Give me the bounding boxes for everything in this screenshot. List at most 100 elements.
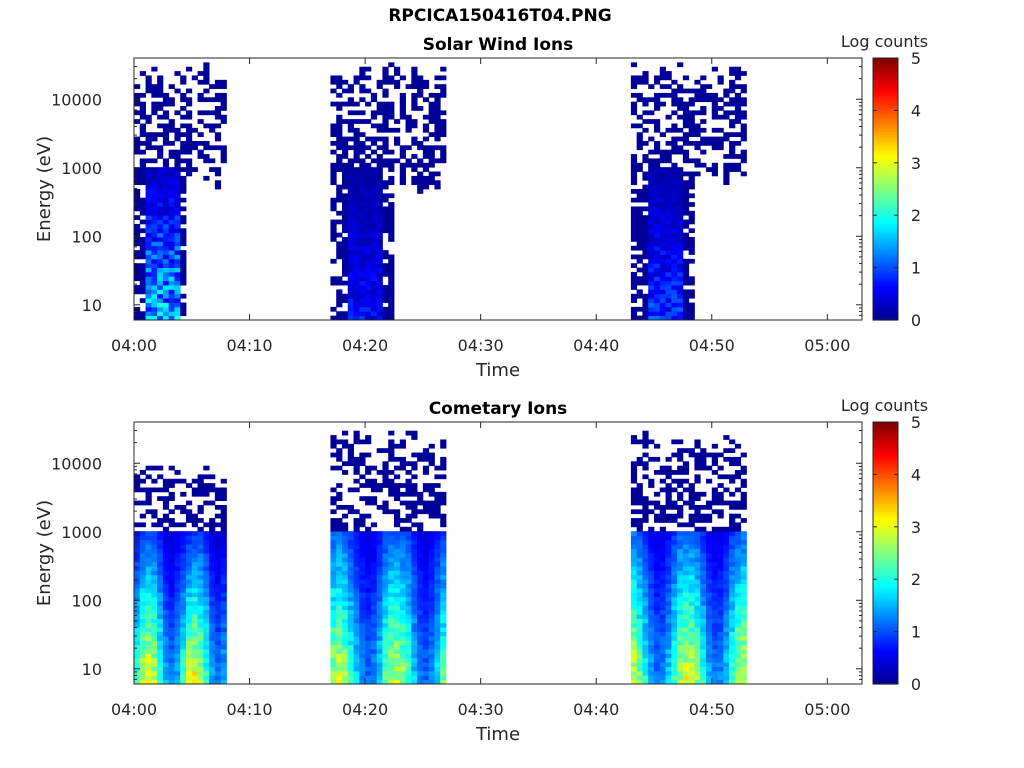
heatmap-cell	[214, 618, 222, 624]
heatmap-cell	[428, 587, 435, 593]
heatmap-cell	[145, 601, 152, 606]
heatmap-cell	[411, 601, 418, 606]
heatmap-cell	[682, 531, 690, 536]
heatmap-cell	[659, 223, 666, 229]
colorbar-swatch	[873, 113, 898, 117]
heatmap-cell	[134, 171, 141, 177]
heatmap-cell	[388, 644, 395, 650]
heatmap-cell	[376, 662, 383, 667]
heatmap-cell	[434, 548, 441, 554]
heatmap-cell	[186, 622, 193, 628]
heatmap-cell	[168, 250, 175, 255]
heatmap-cell	[422, 149, 430, 155]
heatmap-cell	[145, 293, 152, 299]
heatmap-cell	[399, 535, 406, 541]
heatmap-cell	[197, 583, 204, 589]
solar-wind-panel: 04:00 04:10 04:20 04:30 04:40 04:50 05:00Time1…	[34, 32, 928, 381]
heatmap-cell	[740, 84, 747, 89]
heatmap-cell	[636, 592, 643, 598]
heatmap-cell	[734, 110, 742, 116]
heatmap-cell	[214, 513, 222, 519]
heatmap-cell	[411, 666, 418, 672]
heatmap-cell	[399, 544, 406, 550]
heatmap-cell	[422, 465, 430, 471]
heatmap-cell	[700, 539, 707, 545]
heatmap-cell	[220, 662, 227, 667]
heatmap-cell	[659, 132, 666, 137]
heatmap-cell	[168, 97, 175, 103]
heatmap-cell	[717, 526, 724, 532]
heatmap-cell	[740, 127, 747, 133]
heatmap-cell	[740, 110, 747, 116]
heatmap-cell	[162, 666, 170, 672]
heatmap-cell	[330, 149, 337, 155]
heatmap-cell	[151, 544, 158, 550]
heatmap-cell	[648, 627, 655, 632]
colorbar-swatch	[873, 110, 898, 114]
heatmap-cell	[417, 522, 424, 528]
heatmap-cell	[636, 241, 643, 247]
heatmap-cell	[417, 670, 424, 676]
heatmap-cell	[145, 557, 152, 563]
heatmap-cell	[700, 640, 707, 646]
heatmap-cell	[671, 666, 678, 672]
heatmap-cell	[428, 548, 435, 554]
heatmap-cell	[417, 587, 424, 593]
heatmap-cell	[636, 670, 643, 676]
heatmap-cell	[330, 522, 337, 528]
heatmap-cell	[700, 106, 707, 111]
colorbar-swatch	[873, 81, 898, 85]
heatmap-cell	[677, 635, 684, 641]
heatmap-cell	[711, 601, 718, 606]
heatmap-cell	[197, 539, 204, 545]
heatmap-cell	[677, 657, 684, 663]
heatmap-cell	[677, 465, 684, 471]
heatmap-cell	[729, 145, 736, 151]
heatmap-cell	[434, 570, 441, 576]
heatmap-cell	[365, 263, 372, 268]
heatmap-cell	[162, 267, 170, 273]
heatmap-cell	[711, 587, 718, 593]
heatmap-cell	[399, 653, 406, 659]
heatmap-cell	[694, 123, 701, 129]
heatmap-cell	[151, 250, 158, 255]
heatmap-cell	[359, 293, 366, 299]
heatmap-cell	[411, 101, 418, 107]
heatmap-cell	[145, 622, 152, 628]
heatmap-cell	[336, 250, 343, 255]
heatmap-cell	[636, 276, 643, 282]
heatmap-cell	[440, 657, 447, 663]
heatmap-cell	[145, 114, 152, 120]
heatmap-cell	[330, 452, 337, 458]
heatmap-cell	[648, 618, 655, 624]
heatmap-cell	[717, 491, 724, 497]
heatmap-cell	[376, 531, 383, 536]
heatmap-cell	[642, 232, 649, 238]
heatmap-cell	[630, 465, 638, 471]
heatmap-cell	[428, 592, 435, 598]
heatmap-cell	[220, 487, 227, 493]
heatmap-cell	[630, 557, 638, 563]
heatmap-cell	[203, 79, 210, 85]
heatmap-cell	[330, 566, 337, 571]
heatmap-cell	[370, 587, 378, 593]
heatmap-cell	[654, 298, 661, 303]
heatmap-cell	[677, 548, 684, 554]
heatmap-cell	[168, 579, 175, 584]
heatmap-cell	[723, 154, 730, 159]
heatmap-cell	[665, 596, 672, 602]
heatmap-cell	[145, 657, 152, 663]
heatmap-cell	[636, 223, 643, 229]
heatmap-cell	[394, 491, 401, 497]
heatmap-cell	[330, 306, 337, 312]
heatmap-cell	[157, 202, 164, 207]
heatmap-cell	[654, 215, 661, 220]
heatmap-cell	[370, 570, 378, 576]
heatmap-cell	[659, 557, 666, 563]
y-tick-label: 10000	[51, 454, 102, 473]
heatmap-cell	[342, 443, 349, 449]
heatmap-cell	[677, 258, 684, 264]
heatmap-cell	[729, 500, 736, 506]
heatmap-cell	[729, 579, 736, 584]
heatmap-cell	[180, 97, 187, 103]
